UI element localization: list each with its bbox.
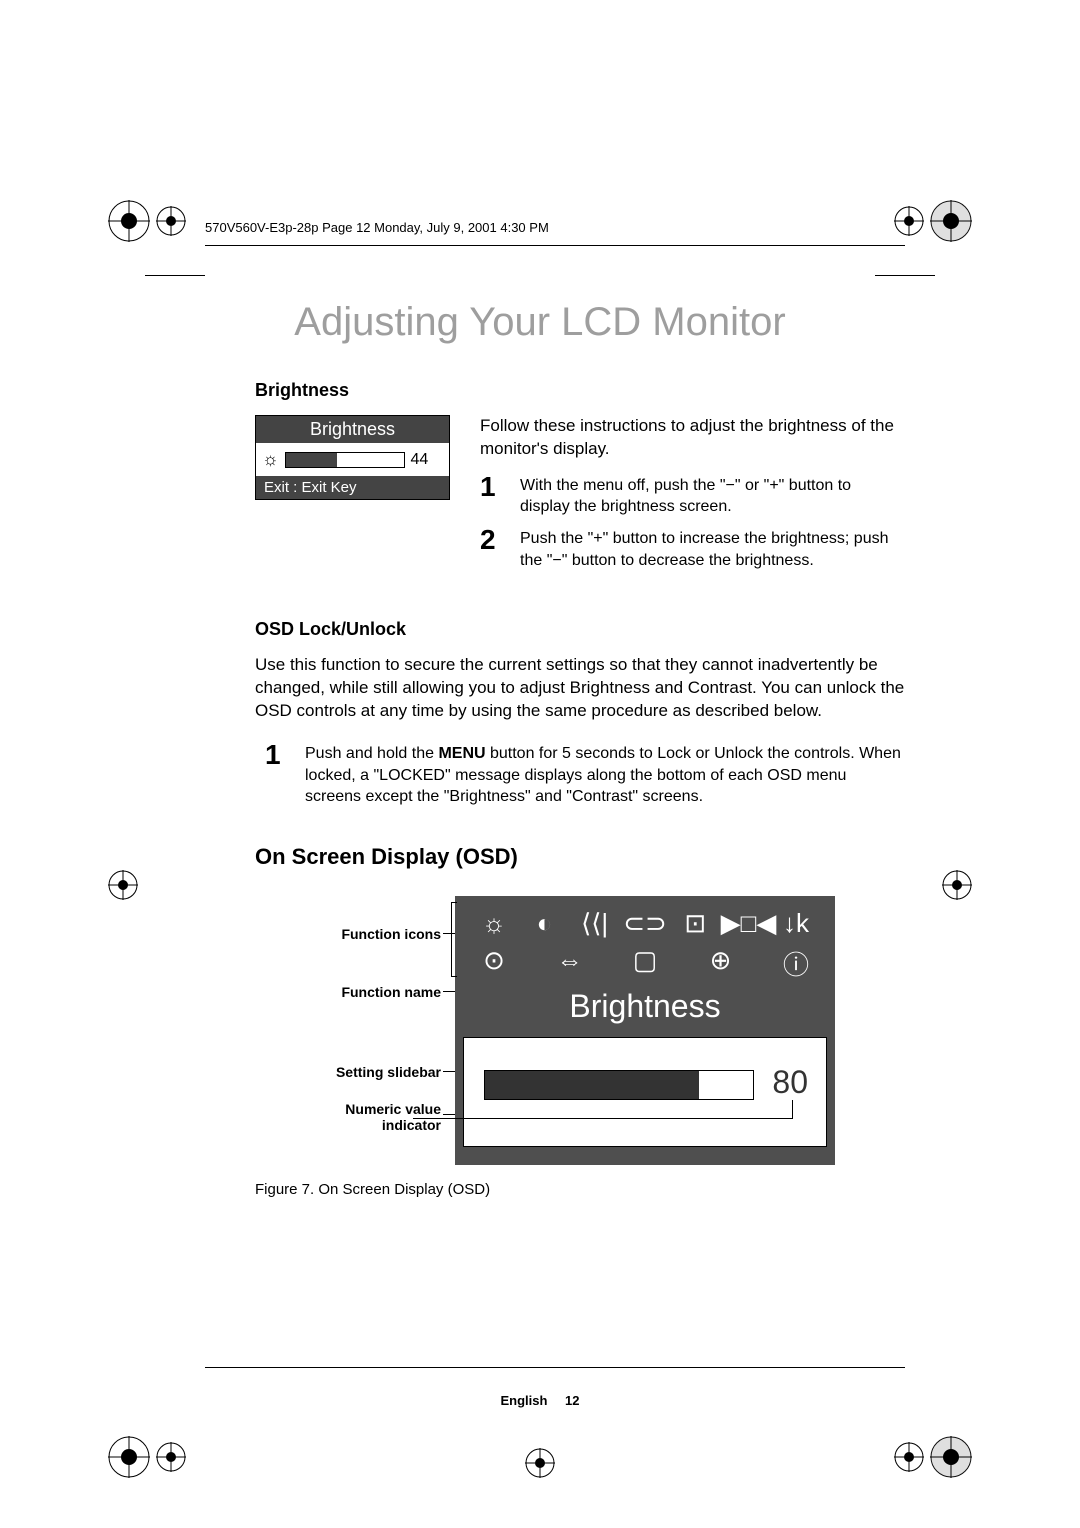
rule [145,275,205,276]
hpos-icon: ⟨⟨| [570,908,620,939]
source-icon: ▢ [620,945,670,982]
reset-icon: ⊕ [696,945,746,982]
figure-caption: Figure 7. On Screen Display (OSD) [255,1181,905,1198]
sun-icon: ☼ [262,449,279,470]
value-mark [792,1100,793,1118]
osd-lock-text-a: Push and hold the [305,745,438,762]
page-title: Adjusting Your LCD Monitor [0,300,1080,345]
osd-numeric-value: 80 [772,1064,808,1101]
brightness-intro: Follow these instructions to adjust the … [480,415,905,461]
rule-top [205,245,905,246]
brightness-text: Follow these instructions to adjust the … [480,415,905,579]
osd-heading: On Screen Display (OSD) [255,844,905,870]
bracket-top [451,902,457,903]
brightness-bar-fill [286,453,338,467]
brightness-bar [285,452,405,468]
step-body: Push the "+" button to increase the brig… [520,526,905,571]
reg-mark-mid-left [108,870,138,900]
step-body: With the menu off, push the "−" or "+" b… [520,473,905,518]
menu-button-label: MENU [438,745,485,762]
rule [875,275,935,276]
osd-icon-grid: ☼ ◐ ⟨⟨| ⊂⊃ ⊡ ▶□◀ ↓k ⊙ ⇔ ▢ ⊕ ⓘ [463,904,827,986]
osd-function-name: Brightness [463,986,827,1037]
content-area: Brightness Brightness ☼ 44 Exit : Exit K… [255,380,905,1198]
osd-lock-para: Use this function to secure the current … [255,654,905,723]
osd-lock-step: 1 Push and hold the MENU button for 5 se… [265,741,905,808]
rule-bottom [205,1367,905,1368]
brightness-step-2: 2 Push the "+" button to increase the br… [480,526,905,571]
osd-slider [484,1070,754,1100]
page: 570V560V-E3p-28p Page 12 Monday, July 9,… [0,0,1080,1528]
reg-mark-top-left [108,200,186,242]
osd-section: On Screen Display (OSD) Function icons F… [255,844,905,1198]
step-number: 2 [480,526,506,571]
reg-mark-bot-left [108,1436,186,1478]
reg-mark-mid-right [942,870,972,900]
label-function-icons: Function icons [341,926,441,942]
brightness-osd-body: ☼ 44 [256,443,449,476]
step-number: 1 [265,741,291,808]
geometry-icon: ⊂⊃ [620,908,670,939]
brightness-icon: ☼ [469,908,519,939]
brightness-osd-exit: Exit : Exit Key [256,476,449,499]
reg-mark-top-right [894,200,972,242]
osd-labels: Function icons Function name Setting sli… [255,896,455,1156]
footer-page: 12 [565,1393,579,1408]
osd-slider-area: 80 [463,1037,827,1147]
image-icon: ⊡ [670,908,720,939]
reg-mark-bot-right [894,1436,972,1478]
brightness-heading: Brightness [255,380,905,401]
step-number: 1 [480,473,506,518]
position-icon: ⇔ [545,945,595,982]
brightness-osd-box: Brightness ☼ 44 Exit : Exit Key [255,415,450,500]
print-header: 570V560V-E3p-28p Page 12 Monday, July 9,… [205,220,549,235]
info-icon: ⓘ [771,945,821,982]
language-icon: ↓k [771,908,821,939]
step-body: Push and hold the MENU button for 5 seco… [305,741,905,808]
contrast-icon: ◐ [519,908,569,939]
brightness-steps: 1 With the menu off, push the "−" or "+"… [480,473,905,571]
value-line [413,1118,793,1119]
osd-slider-fill [485,1071,699,1099]
label-numeric-value: Numeric value indicator [345,1101,441,1133]
label-function-name: Function name [341,984,441,1000]
brightness-value: 44 [411,451,429,469]
osd-lock-section: OSD Lock/Unlock Use this function to sec… [255,619,905,808]
footer-lang: English [500,1393,547,1408]
osd-display: ☼ ◐ ⟨⟨| ⊂⊃ ⊡ ▶□◀ ↓k ⊙ ⇔ ▢ ⊕ ⓘ Brightness [455,896,835,1165]
brightness-row: Brightness ☼ 44 Exit : Exit Key Follow t… [255,415,905,579]
osd-lock-heading: OSD Lock/Unlock [255,619,905,640]
osd-figure: Function icons Function name Setting sli… [255,896,905,1165]
bracket-bot [451,976,457,977]
brightness-step-1: 1 With the menu off, push the "−" or "+"… [480,473,905,518]
color-icon: ⊙ [469,945,519,982]
expand-icon: ▶□◀ [721,908,771,939]
label-setting-slidebar: Setting slidebar [336,1064,441,1080]
page-footer: English 12 [0,1393,1080,1408]
bracket-icons [451,902,452,976]
brightness-osd-title: Brightness [256,416,449,443]
reg-mark-bot-mid [525,1448,555,1478]
